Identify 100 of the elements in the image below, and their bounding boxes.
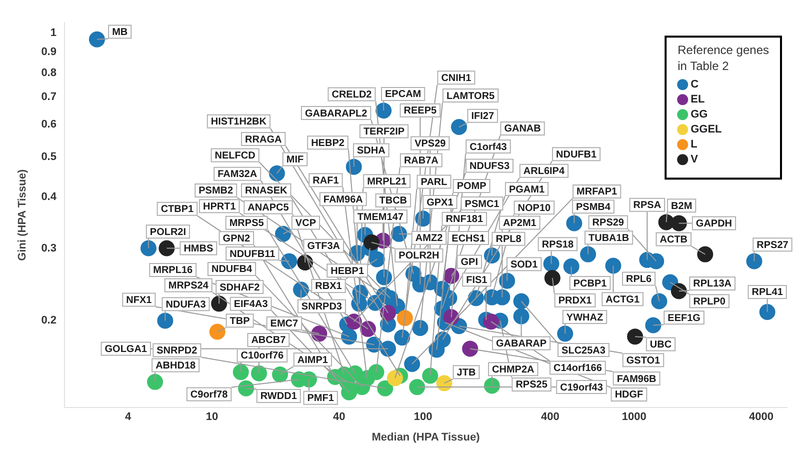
annotation: RPLP0 [693, 296, 726, 308]
annotation: CHMP2A [492, 364, 534, 376]
annotation: RNASEK [244, 186, 288, 197]
annotation: PSMB2 [198, 186, 234, 197]
annotation: HPRT1 [202, 201, 236, 212]
annotation: NDUFA3 [166, 299, 206, 310]
annotation: PCBP1 [573, 278, 608, 290]
annotation: SOD1 [510, 259, 538, 270]
legend-label: GG [690, 108, 708, 121]
x-tick-label: 1000 [622, 411, 646, 424]
annotation: CTBP1 [160, 204, 194, 216]
annotation: GPX1 [426, 197, 454, 208]
annotation: HMBS [184, 243, 214, 254]
annotation: GPN2 [222, 233, 250, 244]
annotation: ABHD18 [156, 360, 196, 372]
x-tick-label: 100 [414, 411, 432, 424]
annotation: GABARAP [496, 338, 547, 350]
annotation: C1orf43 [470, 142, 508, 153]
annotation: CNIH1 [441, 72, 472, 84]
x-tick-label: 4 [124, 411, 132, 424]
annotation: NDUFB1 [556, 149, 597, 160]
annotation: ACTB [660, 234, 688, 246]
annotation: GANAB [504, 124, 541, 135]
annotation: SNRPD3 [301, 301, 342, 312]
annotation: ACTG1 [606, 294, 640, 306]
annotation: HEBP1 [330, 266, 364, 277]
annotation: LAMTOR5 [446, 90, 496, 102]
annotation: RBX1 [315, 281, 342, 292]
annotation: MRPS24 [168, 280, 209, 292]
y-tick-label: 0.2 [41, 314, 56, 327]
legend-label: V [690, 154, 699, 166]
annotation: SDHAF2 [220, 282, 260, 294]
annotation: HDGF [614, 390, 644, 401]
annotation: GAPDH [696, 218, 732, 230]
annotation: FIS1 [466, 274, 488, 286]
annotation: RRAGA [245, 134, 282, 146]
annotation: GPI [460, 256, 478, 268]
annotation: RPS29 [592, 218, 624, 229]
annotation: MRFAP1 [576, 186, 618, 198]
annotation: HIST1H2BK [210, 116, 268, 128]
annotation: SLC25A3 [562, 345, 606, 356]
annotation: SNRPD2 [156, 346, 198, 357]
x-tick-label: 40 [332, 411, 346, 424]
annotation: TUBA1B [588, 232, 630, 244]
annotation: POMP [456, 181, 487, 192]
annotation: GSTO1 [626, 355, 661, 366]
annotation: GABARAPL2 [304, 108, 368, 120]
annotation: MB [112, 26, 128, 38]
annotation: PARL [420, 176, 448, 188]
annotation: JTB [456, 367, 476, 378]
annotation: B2M [671, 200, 692, 212]
annotation: VCP [295, 218, 316, 230]
annotation: RPL41 [752, 287, 784, 298]
annotation: TBCB [379, 196, 408, 207]
annotation: UBC [650, 339, 672, 350]
annotation: PMF1 [307, 393, 334, 404]
annotation: SDHA [357, 145, 386, 156]
y-tick-label: 0.4 [41, 190, 58, 203]
annotation: CRELD2 [332, 90, 372, 101]
annotation: POLR2I [150, 226, 186, 238]
annotation: EIF4A3 [234, 299, 268, 310]
x-tick-label: 400 [540, 411, 560, 424]
annotation: NDUFB11 [230, 248, 276, 260]
annotation: MRPL16 [153, 265, 194, 276]
annotation: MRPS5 [229, 218, 264, 230]
annotation: TBP [230, 316, 250, 327]
annotation: C14orf166 [554, 362, 602, 374]
annotation: AMZ2 [415, 233, 444, 244]
annotation: MIF [286, 154, 304, 166]
annotation: RPS18 [542, 239, 574, 250]
annotation: ABCB7 [251, 335, 286, 346]
annotation: C10orf76 [240, 350, 284, 362]
annotation: IFI27 [471, 111, 494, 122]
annotation: TMEM147 [357, 212, 404, 223]
annotation: RPS27 [756, 240, 789, 251]
y-tick-label: 0.7 [41, 90, 56, 103]
annotation: PGAM1 [508, 184, 545, 196]
annotation: NOP10 [518, 202, 552, 214]
annotation: RPSA [633, 200, 662, 212]
annotation: NDUFS3 [470, 160, 510, 172]
annotation: C9orf78 [190, 390, 228, 400]
legend-label: C [690, 78, 699, 91]
y-axis-title: Gini (HPA Tissue) [16, 169, 29, 261]
annotation: RWDD1 [260, 391, 298, 402]
annotation: POLR2H [398, 250, 440, 262]
annotation: EEF1G [668, 312, 701, 324]
x-tick-label: 4000 [748, 411, 774, 424]
annotation: RAB7A [404, 156, 438, 167]
annotation: ECHS1 [452, 233, 486, 244]
legend-label: GGEL [690, 124, 722, 136]
annotation: VPS29 [414, 138, 446, 150]
annotation: RPL13A [693, 278, 732, 290]
annotation: NELFCD [214, 150, 256, 162]
annotation: YWHAZ [566, 312, 604, 324]
legend-label: EL [690, 94, 705, 106]
annotation: RNF181 [446, 214, 484, 226]
y-tick-label: 0.5 [41, 150, 56, 163]
annotation: HEBP2 [311, 138, 345, 149]
y-tick-label: 0.9 [41, 46, 56, 58]
annotation: RPS25 [516, 380, 548, 391]
